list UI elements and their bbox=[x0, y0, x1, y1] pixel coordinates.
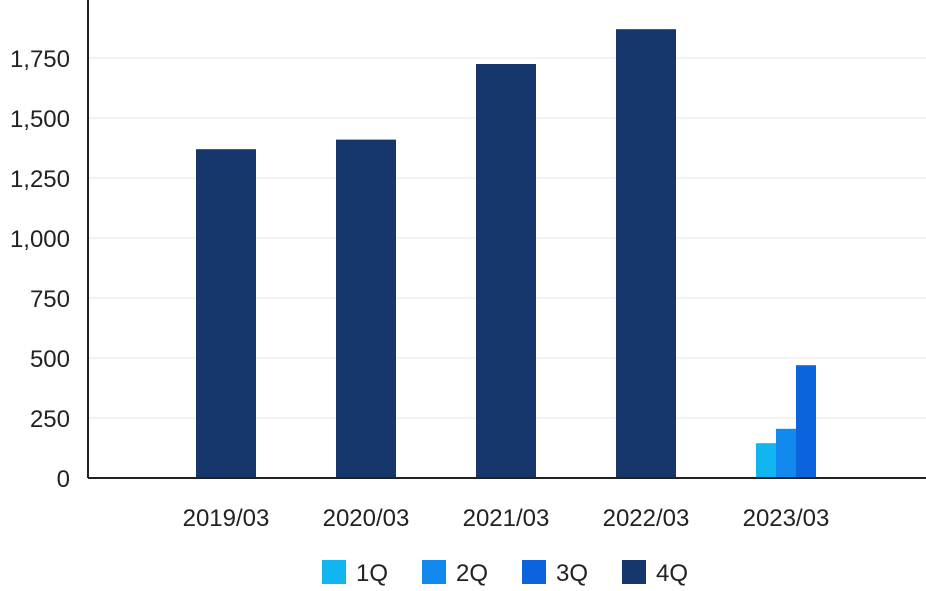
legend-label-1q: 1Q bbox=[356, 560, 388, 586]
legend-label-3q: 3Q bbox=[556, 560, 588, 586]
bar-4q-2022-03 bbox=[616, 29, 676, 478]
bar-3q-2023-03 bbox=[796, 365, 816, 478]
legend-label-2q: 2Q bbox=[456, 560, 488, 586]
y-tick-label: 1,500 bbox=[10, 106, 70, 133]
bars bbox=[196, 29, 816, 478]
y-tick-label: 1,000 bbox=[10, 226, 70, 253]
x-tick-label: 2023/03 bbox=[743, 505, 830, 532]
bar-4q-2021-03 bbox=[476, 64, 536, 478]
bar-4q-2019-03 bbox=[196, 149, 256, 478]
y-tick-label: 750 bbox=[30, 286, 70, 313]
axes bbox=[87, 0, 926, 479]
legend-swatch-3q bbox=[522, 560, 546, 584]
y-tick-label: 1,750 bbox=[10, 46, 70, 73]
bar-2q-2023-03 bbox=[776, 428, 796, 478]
y-axis-ticks: 0 250 500 750 1,000 1,250 1,500 1,750 bbox=[10, 46, 70, 493]
legend-swatch-1q bbox=[322, 560, 346, 584]
legend-swatch-2q bbox=[422, 560, 446, 584]
legend-swatch-4q bbox=[622, 560, 646, 584]
bar-4q-2020-03 bbox=[336, 139, 396, 478]
x-tick-label: 2022/03 bbox=[603, 505, 690, 532]
x-tick-label: 2020/03 bbox=[323, 505, 410, 532]
y-tick-label: 500 bbox=[30, 346, 70, 373]
legend: 1Q 2Q 3Q 4Q bbox=[322, 560, 688, 587]
x-tick-label: 2021/03 bbox=[463, 505, 550, 532]
y-tick-label: 250 bbox=[30, 406, 70, 433]
bar-1q-2023-03 bbox=[756, 443, 776, 478]
y-tick-label: 0 bbox=[57, 466, 70, 493]
x-axis-ticks: 2019/03 2020/03 2021/03 2022/03 2023/03 bbox=[183, 505, 830, 532]
y-tick-label: 1,250 bbox=[10, 166, 70, 193]
x-tick-label: 2019/03 bbox=[183, 505, 270, 532]
legend-label-4q: 4Q bbox=[656, 560, 688, 586]
